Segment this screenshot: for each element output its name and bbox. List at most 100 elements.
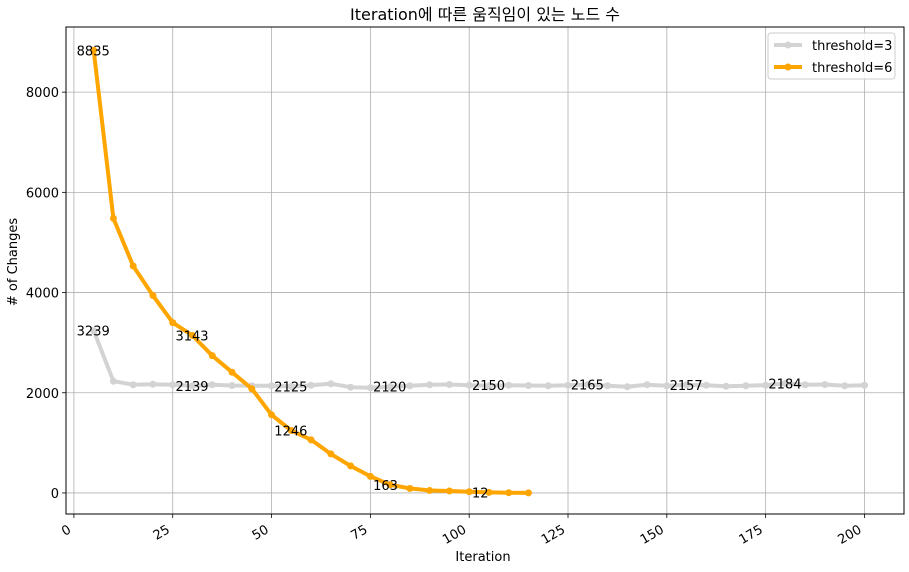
data-point — [386, 383, 394, 391]
data-label: 2139 — [175, 380, 208, 395]
y-tick-label: 2000 — [26, 387, 59, 402]
data-point — [445, 380, 453, 388]
data-label: 163 — [373, 479, 398, 494]
data-point — [683, 381, 691, 389]
data-label: 2184 — [768, 378, 801, 393]
legend-swatch-marker — [784, 41, 792, 49]
data-point — [485, 382, 493, 390]
data-point — [188, 331, 196, 339]
data-point — [781, 380, 789, 388]
x-tick-label: 75 — [349, 522, 371, 543]
x-tick-label: 50 — [250, 522, 272, 543]
data-point — [722, 382, 730, 390]
series-threshold=3 — [90, 327, 868, 392]
data-label: 3143 — [175, 329, 208, 344]
data-point — [465, 488, 473, 496]
data-point — [149, 292, 157, 300]
data-point — [347, 462, 355, 470]
data-point — [366, 472, 374, 480]
data-point — [841, 382, 849, 390]
data-label: 2150 — [472, 379, 505, 394]
data-point — [821, 380, 829, 388]
data-label: 2125 — [274, 380, 307, 395]
y-tick-label: 8000 — [26, 86, 59, 101]
series-threshold=6 — [90, 46, 532, 497]
data-point — [208, 381, 216, 389]
data-point — [90, 327, 98, 335]
data-point — [248, 385, 256, 393]
data-point — [584, 380, 592, 388]
x-axis-label: Iteration — [455, 550, 510, 565]
data-point — [505, 381, 513, 389]
data-point — [465, 381, 473, 389]
data-label: 8835 — [77, 44, 110, 59]
data-point — [386, 481, 394, 489]
data-point — [169, 381, 177, 389]
x-tick-label: 25 — [151, 522, 173, 543]
data-point — [604, 382, 612, 390]
data-point — [702, 381, 710, 389]
plot-frame — [65, 26, 905, 515]
data-label: 12 — [472, 486, 489, 501]
data-point — [109, 377, 117, 385]
data-point — [485, 488, 493, 496]
data-point — [623, 383, 631, 391]
series-line — [91, 328, 867, 390]
data-point — [149, 380, 157, 388]
legend: threshold=3 threshold=6 — [767, 32, 896, 80]
y-tick-label: 6000 — [26, 186, 59, 201]
data-point — [307, 436, 315, 444]
chart-title: Iteration에 따른 움직임이 있는 노드 수 — [350, 5, 620, 24]
data-point — [564, 381, 572, 389]
data-point — [129, 262, 137, 270]
data-point — [406, 484, 414, 492]
data-point — [524, 381, 532, 389]
data-point — [801, 381, 809, 389]
data-point — [327, 380, 335, 388]
y-tick-label: 4000 — [26, 287, 59, 302]
data-point — [228, 368, 236, 376]
data-point — [762, 381, 770, 389]
data-point — [663, 382, 671, 390]
legend-label: threshold=6 — [812, 61, 892, 76]
series-layer — [90, 46, 868, 497]
data-point — [643, 381, 651, 389]
data-label: 1246 — [274, 425, 307, 440]
data-point — [109, 214, 117, 222]
data-point — [860, 381, 868, 389]
grid — [66, 27, 904, 514]
legend-label: threshold=3 — [812, 39, 892, 54]
data-point — [742, 382, 750, 390]
data-label: 2120 — [373, 381, 406, 396]
data-point — [347, 383, 355, 391]
data-point — [445, 487, 453, 495]
data-point — [406, 382, 414, 390]
data-label: 2165 — [571, 378, 604, 393]
data-point — [228, 381, 236, 389]
data-point — [524, 489, 532, 497]
y-axis-label: # of Changes — [6, 218, 21, 306]
data-point — [287, 382, 295, 390]
data-point — [327, 450, 335, 458]
data-point — [208, 352, 216, 360]
data-point — [366, 384, 374, 392]
data-point — [268, 411, 276, 419]
data-labels: 8835 3239 3143 2139 2125 1246 2120 163 2150 12 216… — [77, 44, 802, 501]
legend-swatch-marker — [784, 63, 792, 71]
y-axis-ticks: 0 2000 4000 6000 8000 — [26, 86, 66, 502]
data-point — [169, 319, 177, 327]
data-label: 2157 — [670, 379, 703, 394]
data-point — [90, 46, 98, 54]
data-point — [426, 381, 434, 389]
data-point — [505, 489, 513, 497]
data-point — [544, 382, 552, 390]
data-point — [426, 486, 434, 494]
data-label: 3239 — [77, 325, 110, 340]
data-point — [287, 427, 295, 435]
data-point — [307, 381, 315, 389]
data-point — [188, 382, 196, 390]
data-point — [129, 381, 137, 389]
y-tick-label: 0 — [51, 487, 59, 502]
